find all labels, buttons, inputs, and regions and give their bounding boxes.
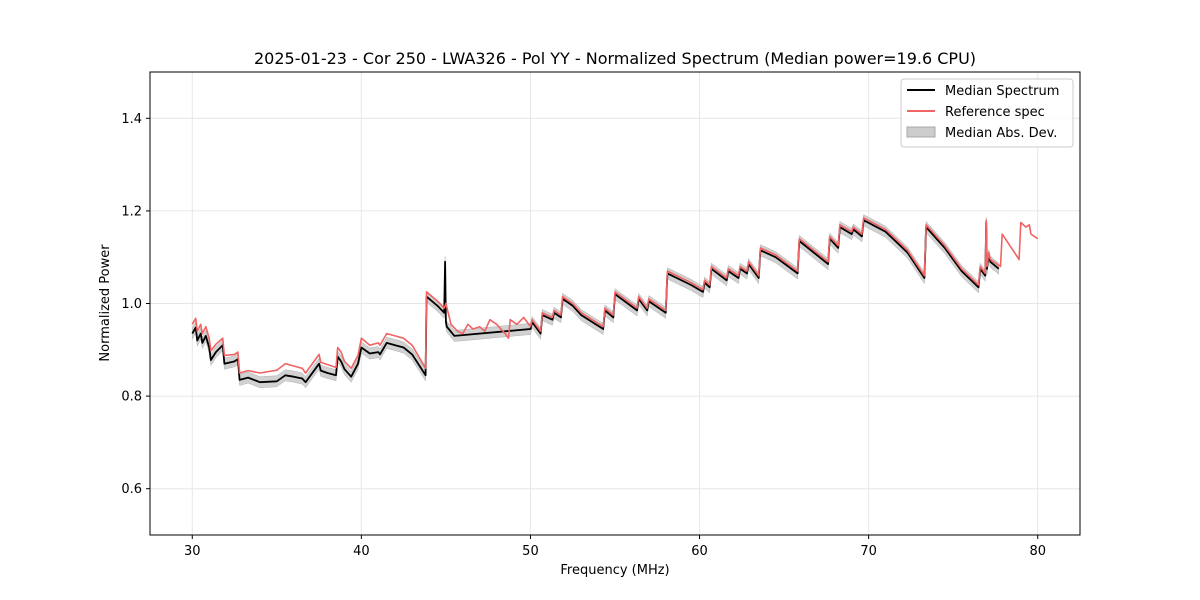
y-tick-label: 1.2 <box>121 204 142 219</box>
y-tick-label: 0.6 <box>121 482 142 497</box>
x-tick-label: 50 <box>522 544 539 559</box>
x-tick-label: 30 <box>184 544 201 559</box>
chart-title: 2025-01-23 - Cor 250 - LWA326 - Pol YY -… <box>254 49 976 68</box>
legend: Median Spectrum Reference spec Median Ab… <box>900 78 1074 148</box>
x-tick-label: 60 <box>691 544 708 559</box>
y-axis-label: Normalized Power <box>98 244 113 362</box>
x-tick-label: 70 <box>860 544 877 559</box>
x-axis: 30 40 50 60 70 80 <box>184 535 1046 559</box>
y-axis: 0.6 0.8 1.0 1.2 1.4 <box>121 112 150 497</box>
series-group <box>191 217 1039 384</box>
legend-box <box>900 78 1074 148</box>
legend-label-median-abs-dev: Median Abs. Dev. <box>945 126 1057 141</box>
legend-swatch-median-abs-dev <box>906 126 936 138</box>
x-tick-label: 80 <box>1029 544 1046 559</box>
y-tick-label: 0.8 <box>121 390 142 405</box>
legend-label-reference-spec: Reference spec <box>945 105 1045 120</box>
series-line-median-spectrum <box>191 219 1000 384</box>
y-tick-label: 1.4 <box>121 112 142 127</box>
x-tick-label: 40 <box>353 544 370 559</box>
legend-label-median-spectrum: Median Spectrum <box>945 84 1059 99</box>
x-axis-label: Frequency (MHz) <box>560 563 669 578</box>
series-line-reference-spec <box>191 217 1039 374</box>
y-tick-label: 1.0 <box>121 297 142 312</box>
